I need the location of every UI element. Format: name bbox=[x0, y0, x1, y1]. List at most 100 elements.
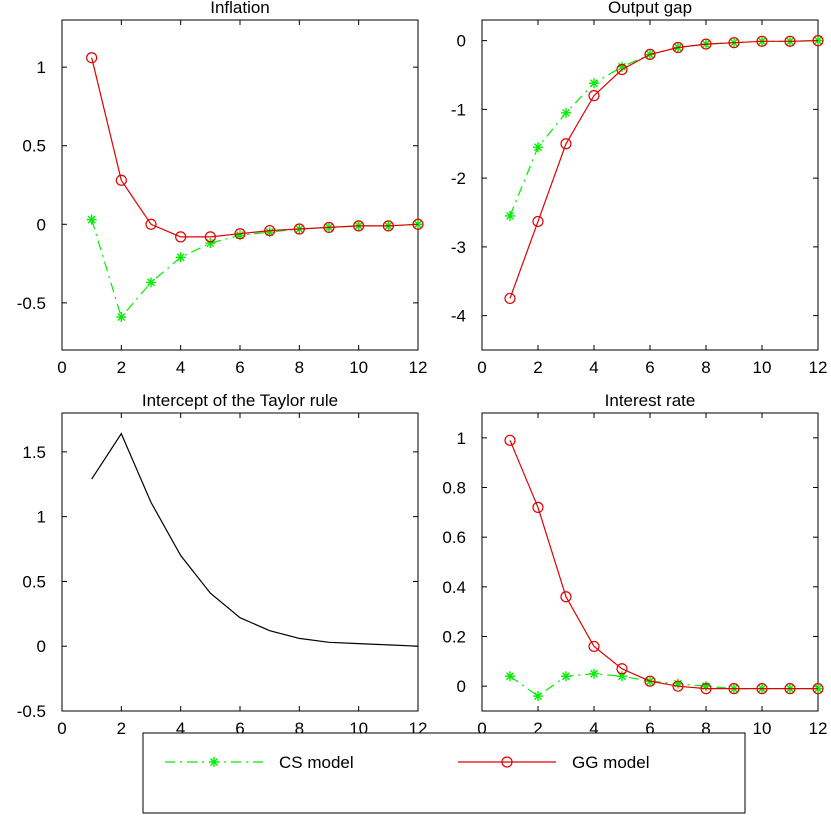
data-point-cs-model bbox=[116, 312, 127, 322]
x-tick-label: 8 bbox=[701, 719, 710, 738]
data-point-cs-model-stroke-3 bbox=[534, 692, 542, 701]
series-line-cs-model bbox=[509, 40, 819, 217]
y-tick-label: 1.5 bbox=[22, 443, 46, 462]
x-tick-label: 2 bbox=[533, 719, 542, 738]
data-point-gg-model bbox=[756, 35, 768, 47]
data-point-cs-model-stroke-3 bbox=[506, 211, 514, 220]
x-tick-label: 12 bbox=[809, 358, 828, 377]
data-point-gg-model bbox=[644, 48, 656, 60]
data-point-cs-model-stroke-3 bbox=[618, 672, 626, 681]
data-point-gg-model bbox=[293, 223, 305, 235]
data-point-cs-model-stroke-3 bbox=[117, 313, 126, 321]
data-point-gg-model bbox=[234, 228, 246, 240]
data-point-gg-model bbox=[86, 52, 98, 64]
data-point-gg-model bbox=[728, 37, 740, 49]
series-line-gg-model bbox=[91, 57, 419, 238]
legend-marker-stroke-3 bbox=[210, 758, 218, 766]
x-tick-label: 4 bbox=[176, 358, 185, 377]
data-point-gg-model bbox=[264, 224, 276, 237]
data-point-cs-model bbox=[505, 210, 515, 221]
data-point-gg-model bbox=[672, 680, 684, 692]
data-point-cs-model-stroke-3 bbox=[534, 143, 542, 152]
y-tick-label: 0.8 bbox=[442, 479, 466, 498]
x-tick-label: 0 bbox=[477, 358, 486, 377]
data-point-gg-model bbox=[382, 220, 394, 232]
data-point-gg-model bbox=[560, 591, 572, 603]
plot-frame bbox=[481, 19, 819, 351]
y-tick-label: -1 bbox=[451, 100, 466, 119]
y-tick-label: -4 bbox=[451, 307, 466, 326]
data-point-cs-model bbox=[673, 678, 683, 689]
x-tick-label: 6 bbox=[235, 358, 244, 377]
data-point-cs-model bbox=[561, 671, 571, 682]
y-tick-label: 1 bbox=[457, 429, 466, 448]
data-point-gg-model bbox=[115, 174, 127, 186]
data-point-cs-model bbox=[505, 671, 515, 682]
legend-marker bbox=[501, 756, 513, 768]
y-tick-label: 0.2 bbox=[442, 628, 466, 647]
panel-4: Interest rate 0 2 4 6 8 10 12 0 0.2 0.4 0.6 0.8 1 bbox=[442, 391, 827, 738]
x-tick-label: 8 bbox=[295, 719, 304, 738]
x-tick-label: 10 bbox=[753, 719, 772, 738]
x-tick-label: 6 bbox=[645, 719, 654, 738]
data-point-gg-model bbox=[145, 218, 157, 230]
data-point-gg-model bbox=[588, 640, 600, 653]
data-point-gg-model bbox=[784, 35, 796, 47]
y-tick-label: -2 bbox=[451, 169, 466, 188]
series-line-gg-model bbox=[509, 40, 819, 299]
plot-frame bbox=[481, 412, 819, 712]
legend-marker bbox=[209, 757, 219, 767]
x-tick-label: 10 bbox=[753, 358, 772, 377]
data-point-gg-model bbox=[616, 663, 628, 675]
series-line-cs-model bbox=[91, 219, 419, 319]
x-tick-label: 0 bbox=[477, 719, 486, 738]
y-tick-label: 0 bbox=[457, 32, 466, 51]
data-point-cs-model bbox=[175, 252, 186, 263]
data-point-cs-model bbox=[701, 681, 711, 692]
data-point-cs-model bbox=[589, 78, 599, 89]
data-point-gg-model bbox=[672, 41, 684, 54]
legend-box bbox=[142, 732, 746, 814]
data-point-cs-model-stroke-3 bbox=[590, 669, 598, 678]
data-point-gg-model bbox=[175, 231, 187, 243]
x-tick-label: 0 bbox=[57, 358, 66, 377]
x-tick-label: 4 bbox=[176, 719, 185, 738]
data-point-gg-model bbox=[700, 38, 712, 50]
data-point-gg-model bbox=[560, 138, 572, 150]
y-tick-label: 1 bbox=[37, 58, 46, 77]
y-tick-label: 0.4 bbox=[442, 578, 466, 597]
x-tick-label: 8 bbox=[295, 358, 304, 377]
y-tick-label: 0.5 bbox=[22, 572, 46, 591]
panel-title: Inflation bbox=[210, 0, 270, 17]
y-tick-label: 0 bbox=[457, 677, 466, 696]
data-point-cs-model bbox=[533, 691, 543, 702]
y-tick-label: 0 bbox=[37, 215, 46, 234]
x-tick-label: 6 bbox=[235, 719, 244, 738]
data-point-gg-model bbox=[784, 683, 796, 695]
data-point-cs-model bbox=[561, 107, 571, 118]
x-tick-label: 2 bbox=[117, 358, 126, 377]
x-tick-label: 0 bbox=[57, 719, 66, 738]
x-tick-label: 6 bbox=[645, 358, 654, 377]
data-point-cs-model bbox=[146, 277, 156, 288]
data-point-gg-model bbox=[700, 683, 712, 695]
data-point-gg-model bbox=[644, 675, 656, 687]
y-tick-label: -3 bbox=[451, 238, 466, 257]
plot-frame bbox=[61, 412, 419, 712]
panel-2: Output gap 0 2 4 6 8 10 12 -4 -3 -2 -1 0 bbox=[451, 0, 828, 377]
data-point-gg-model bbox=[412, 218, 424, 230]
data-point-gg-model bbox=[812, 35, 824, 47]
data-point-gg-model bbox=[812, 683, 824, 695]
data-point-gg-model bbox=[532, 501, 544, 513]
x-tick-label: 8 bbox=[701, 358, 710, 377]
x-tick-label: 10 bbox=[349, 358, 368, 377]
data-point-gg-model bbox=[204, 231, 216, 243]
x-tick-label: 12 bbox=[409, 358, 428, 377]
data-point-gg-model bbox=[504, 292, 516, 305]
data-point-cs-model-stroke-3 bbox=[147, 278, 155, 287]
y-tick-label: -0.5 bbox=[17, 294, 46, 313]
x-tick-label: 2 bbox=[533, 358, 542, 377]
legend-label: CS model bbox=[279, 753, 354, 772]
